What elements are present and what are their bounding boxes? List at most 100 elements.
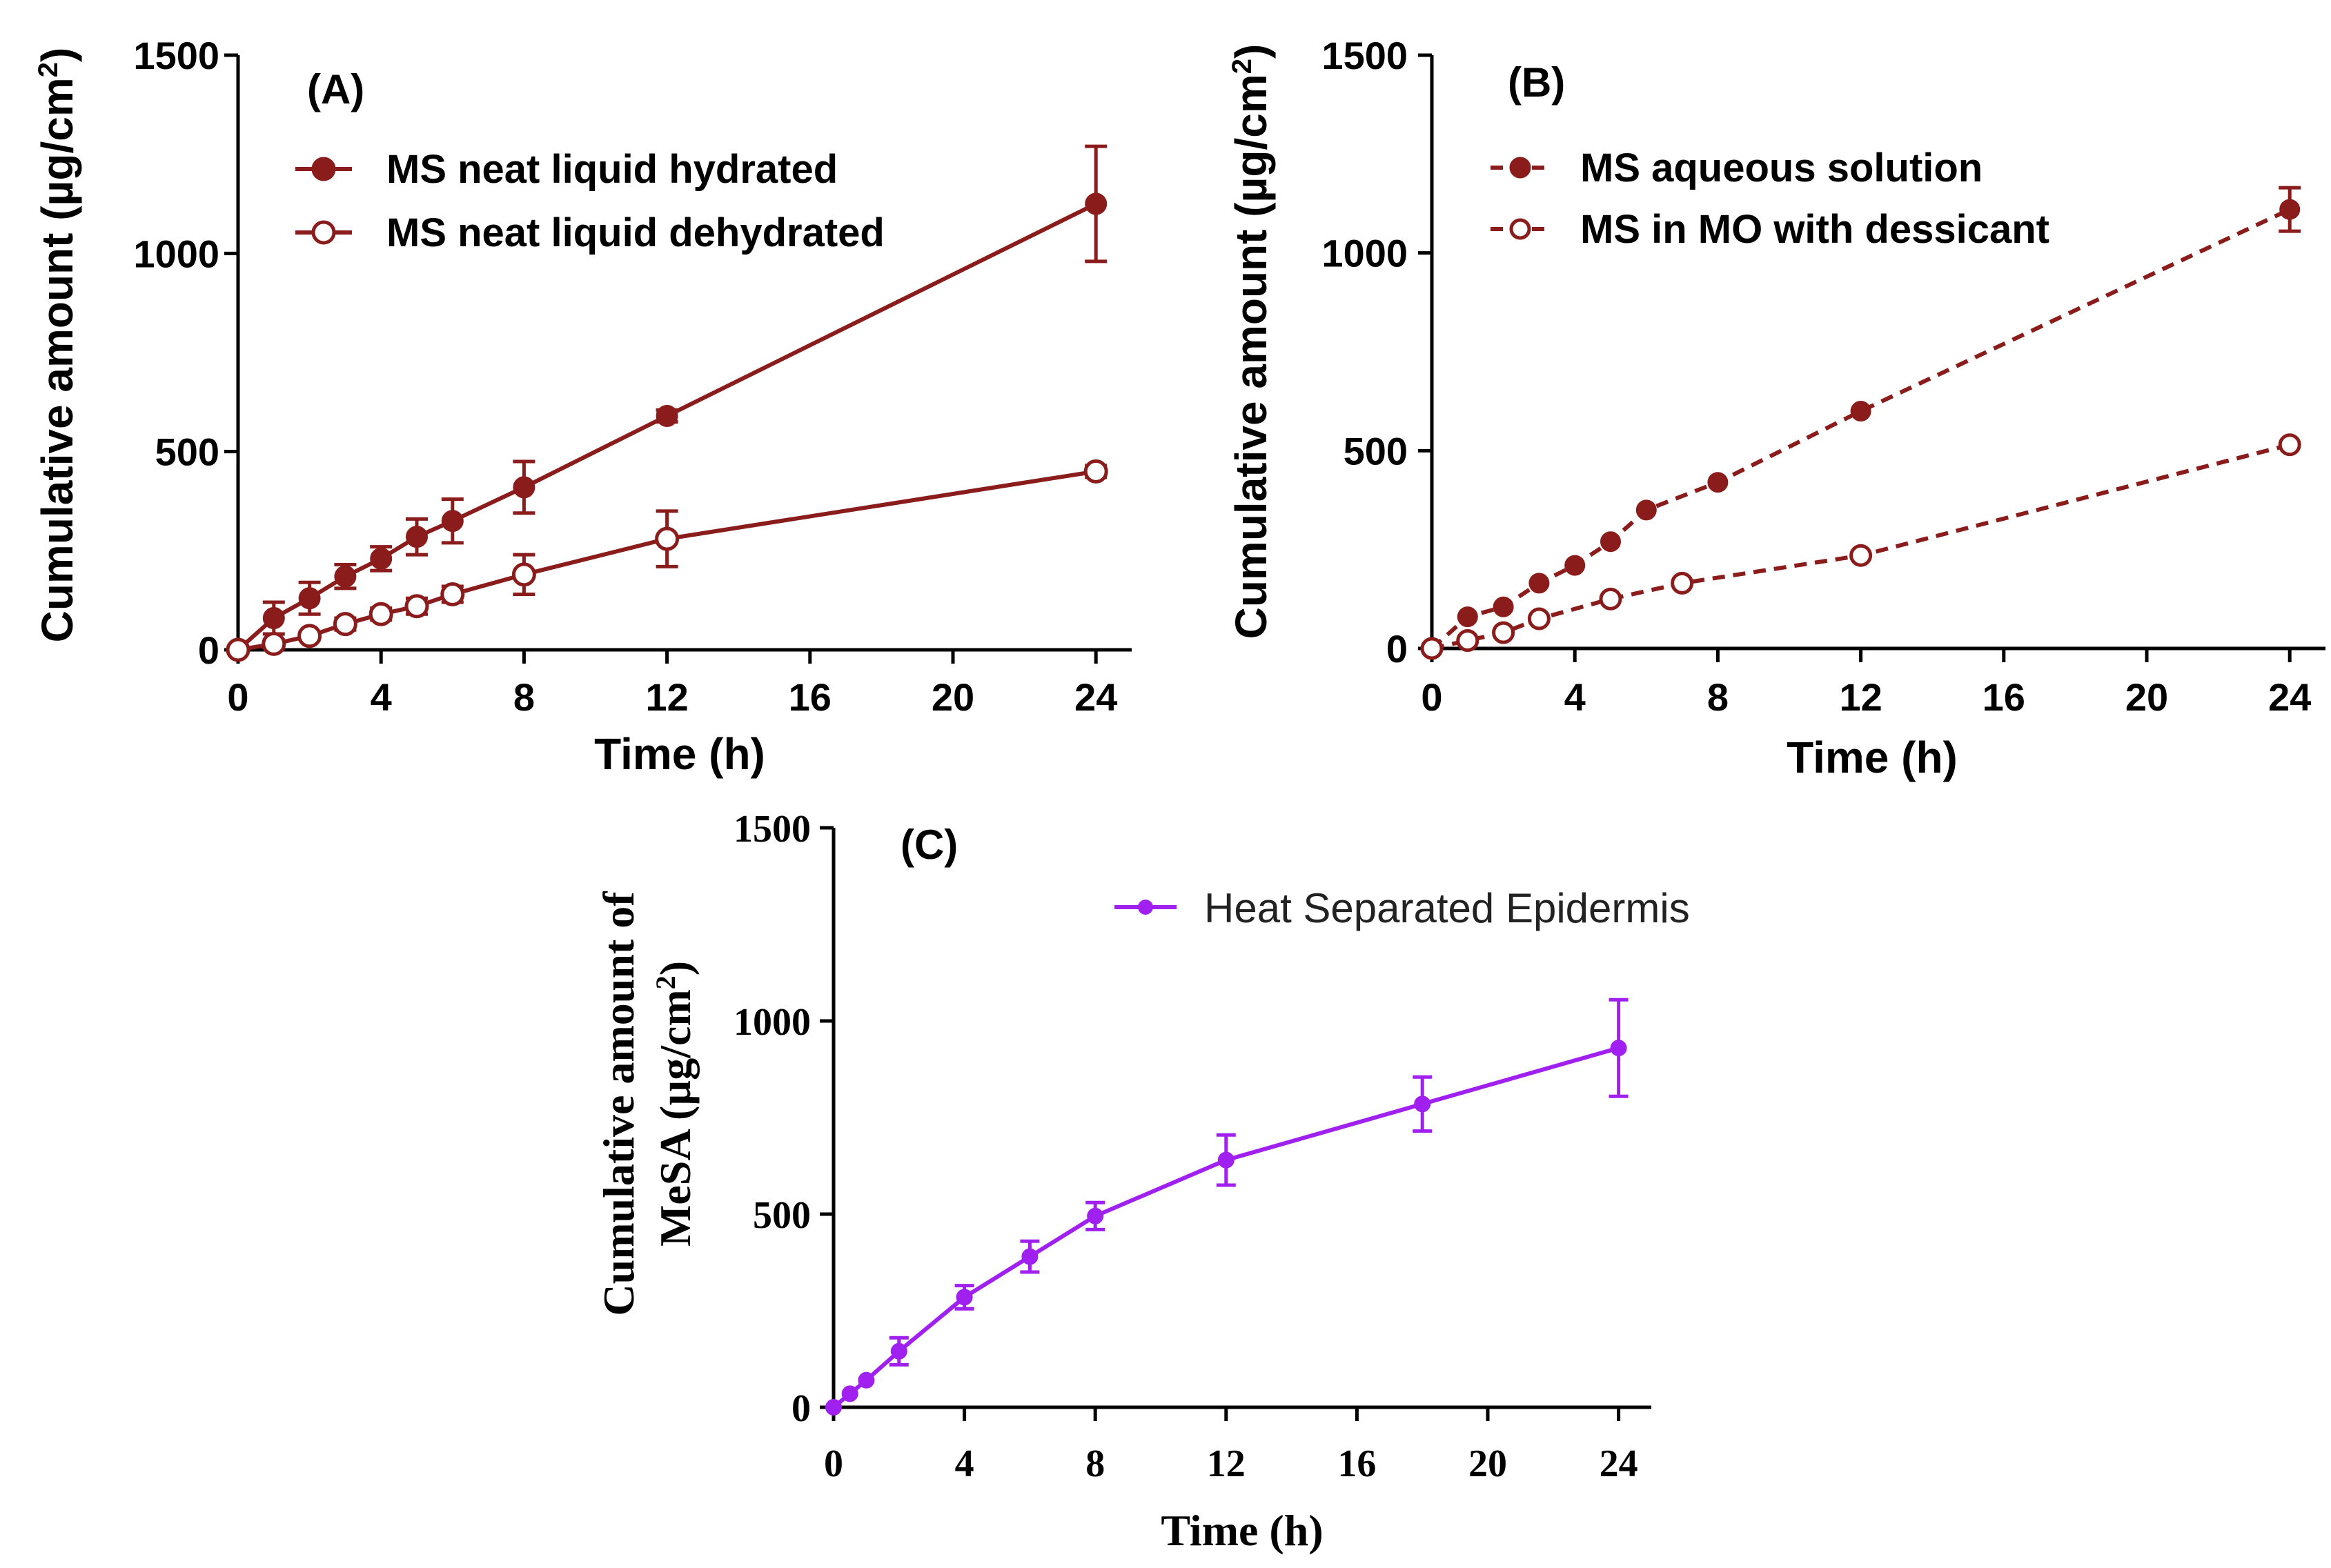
panel-c-y-axis-title-end: ): [651, 961, 700, 975]
panel-c-x-tick-label: 0: [824, 1442, 843, 1485]
panel-b-y-tick-label: 1500: [1321, 34, 1408, 77]
panel-c-series-1-point: [890, 1342, 907, 1360]
panel-c-y-axis-title-sup: 2: [650, 975, 681, 989]
panel-c-y-tick-label: 0: [791, 1387, 811, 1430]
panel-a-y-tick-label: 1500: [133, 34, 219, 77]
panel-a-x-tick-label: 0: [227, 675, 248, 719]
panel-b-series-2-point: [1420, 637, 1444, 660]
panel-c-legend-label: Heat Separated Epidermis: [1204, 885, 1690, 931]
panel-a-series-1-point: [262, 607, 285, 630]
panel-c-legend-marker: [1138, 900, 1153, 915]
panel-b-x-tick-label: 8: [1707, 675, 1729, 719]
panel-c-x-tick-label: 24: [1600, 1442, 1638, 1485]
panel-b-legend-label-mo: MS in MO with dessicant: [1580, 207, 2049, 252]
panel-b-x-tick-label: 16: [1983, 675, 2025, 719]
panel-a-series-2-point: [297, 624, 322, 648]
panel-a-series-2-point: [404, 594, 429, 619]
panel-c-series-1-point: [1087, 1207, 1104, 1224]
panel-b-series-1-line: [1430, 207, 2291, 651]
panel-a-series-1-point: [370, 547, 393, 570]
panel-b-series-2-point: [1492, 621, 1515, 644]
panel-a-series-1-line: [237, 201, 1097, 652]
panel-a-series-2-point: [262, 631, 286, 656]
panel-a-x-tick-label: 24: [1074, 675, 1117, 719]
panel-b-x-tick-label: 0: [1421, 675, 1442, 719]
panel-c-y-tick-label: 1500: [734, 808, 811, 851]
panel-b-legend-marker-mo: [1509, 218, 1531, 240]
panel-c-y-axis-title-line1: Cumulative amount of: [594, 891, 643, 1316]
panel-b-x-tick-label: 24: [2268, 675, 2311, 719]
panel-a-legend: MS neat liquid hydrated MS neat liquid d…: [295, 147, 885, 255]
panel-a-series-2-point: [440, 582, 465, 607]
panel-c-x-tick-label: 4: [955, 1442, 974, 1485]
panel-a-legend-marker-dehydrated: [311, 220, 336, 245]
panel-b-series-1-point: [1528, 573, 1550, 594]
panel-a-series-2-line: [237, 469, 1096, 652]
panel-c-series-1-point: [956, 1289, 973, 1306]
panel-b-x-tick-label: 12: [1839, 675, 1882, 719]
panel-b-legend-label-aqueous: MS aqueous solution: [1580, 146, 1983, 190]
panel-b-series-1-point: [1564, 555, 1586, 576]
panel-a-y-tick-label: 500: [155, 430, 219, 474]
panel-b-series-1-point: [1850, 401, 1871, 421]
panel-b-x-axis-title: Time (h): [1787, 733, 1958, 782]
panel-b-y-tick-label: 500: [1344, 429, 1408, 473]
panel-a-x-tick-label: 20: [932, 675, 974, 719]
panel-b-label: (B): [1508, 59, 1565, 106]
panel-a-series-2-point: [226, 637, 250, 662]
panel-a-series-1-point: [441, 510, 464, 533]
panel-c-series-1-point: [841, 1385, 858, 1402]
panel-c-x-tick-label: 16: [1337, 1442, 1376, 1485]
panel-a-series-1-point: [406, 526, 428, 548]
panel-b-legend-marker-aqueous: [1509, 157, 1531, 179]
panel-a-x-tick-label: 8: [513, 675, 535, 719]
panel-c-legend: Heat Separated Epidermis: [1114, 885, 1690, 931]
panel-a-series-1-point: [298, 587, 321, 610]
panel-a-y-tick-label: 1000: [133, 232, 219, 275]
panel-b-series-1-point: [1635, 499, 1657, 521]
panel-c-chart: (C) Cumulative amount of MeSA (µg/cm2) T…: [594, 808, 1690, 1555]
panel-c-series-1-point: [1217, 1151, 1235, 1169]
panel-b-chart: (B) Cumulative amount (µg/cm2) Time (h) …: [1226, 34, 2325, 782]
panel-c-x-tick-label: 12: [1207, 1442, 1246, 1485]
panel-b-series-1-point: [1493, 596, 1514, 617]
panel-b-y-tick-label: 0: [1386, 627, 1408, 671]
panel-a-x-tick-label: 16: [789, 675, 832, 719]
panel-c-y-axis-title-line2: MeSA (µg/cm2): [650, 961, 700, 1247]
panel-b-series-2-point: [1849, 544, 1873, 567]
panel-c-series-1-line: [832, 1046, 1620, 1409]
panel-c-series-1-point: [825, 1399, 842, 1416]
panel-a-legend-marker-hydrated: [311, 157, 336, 181]
panel-b-series-2-point: [1671, 571, 1694, 595]
panel-a-series-2-point: [333, 612, 357, 637]
panel-c-y-tick-label: 500: [753, 1194, 811, 1237]
panel-a-series-2-point: [1083, 459, 1108, 484]
panel-a-series-1-point: [513, 476, 535, 499]
panel-b-y-axis-title-main: Cumulative amount (µg/cm: [1226, 74, 1276, 639]
panel-a-series-1-point: [1085, 192, 1108, 215]
panel-b-y-axis-title: Cumulative amount (µg/cm2): [1226, 44, 1276, 639]
panel-b-y-axis-title-end: ): [1226, 44, 1276, 59]
panel-a-y-axis-title-sup: 2: [33, 62, 63, 77]
panel-a-series-2-point: [655, 526, 680, 551]
panel-a-legend-label-dehydrated: MS neat liquid dehydrated: [386, 210, 885, 255]
panel-b-series-2-point: [2278, 433, 2301, 457]
panel-a-label: (A): [307, 66, 364, 112]
panel-b-x-tick-label: 20: [2125, 675, 2168, 719]
panel-a-x-axis-title: Time (h): [594, 729, 765, 779]
panel-b-series-2-point: [1527, 607, 1551, 631]
panel-c-series-1-point: [858, 1371, 875, 1389]
panel-c-label: (C): [901, 822, 958, 868]
panel-b-x-tick-label: 4: [1564, 675, 1586, 719]
panel-a-chart: (A) Cumulative amount (µg/cm2) Time (h) …: [32, 34, 1132, 779]
panel-a-x-tick-label: 12: [645, 675, 688, 719]
panel-a-y-axis-title-main: Cumulative amount (µg/cm: [32, 77, 82, 642]
panel-b-legend: MS aqueous solution MS in MO with dessic…: [1491, 146, 2049, 252]
panel-c-series-1-point: [1021, 1248, 1039, 1265]
panel-c-y-tick-label: 1000: [734, 1001, 811, 1044]
panel-b-series-1-point: [1600, 531, 1621, 553]
panel-a-y-axis-title-end: ): [32, 48, 82, 62]
panel-a-series-2-point: [511, 562, 536, 587]
panel-b-y-axis-title-sup: 2: [1227, 59, 1257, 74]
